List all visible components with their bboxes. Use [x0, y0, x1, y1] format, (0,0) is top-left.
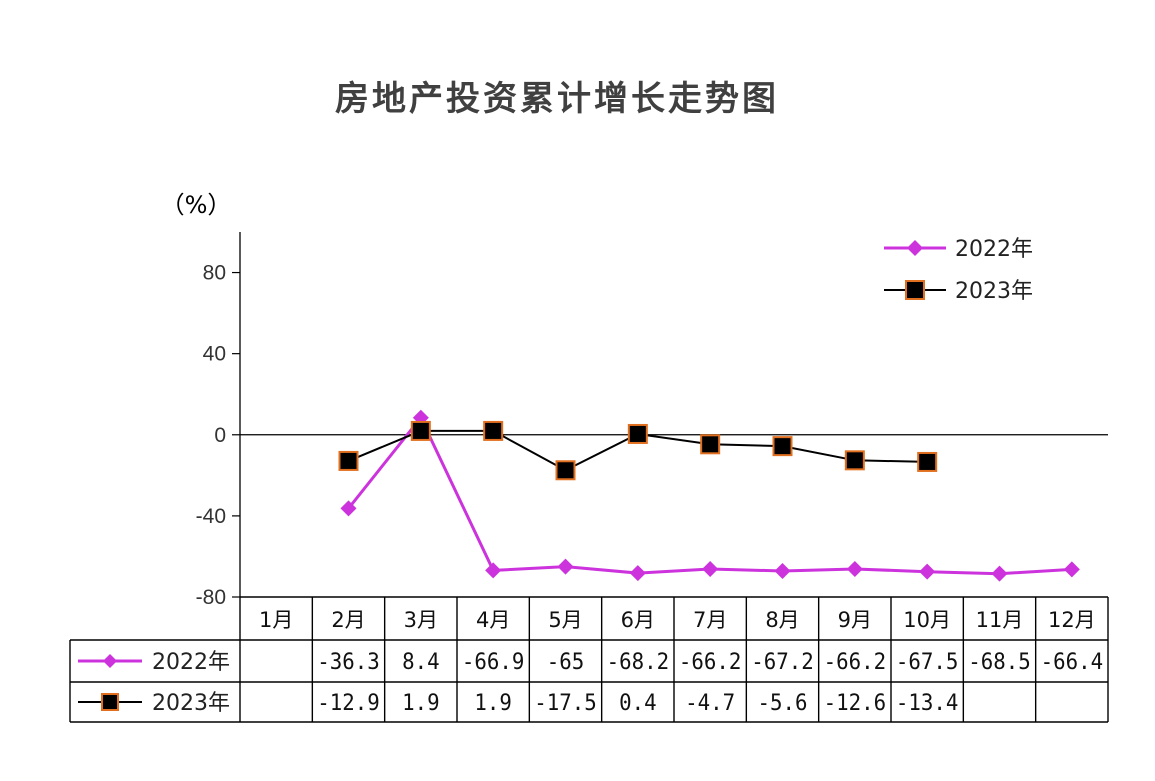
y-tick-label: 80	[203, 262, 226, 285]
data-label: -12.6	[824, 691, 887, 716]
legend-label: 2023年	[955, 279, 1033, 304]
chart-title: 房地产投资累计增长走势图	[335, 79, 779, 119]
data-point-2023	[627, 423, 648, 444]
data-label: -17.5	[534, 691, 597, 716]
y-tick-label: 40	[203, 343, 226, 366]
data-point-2022	[702, 561, 719, 578]
data-label: -65	[547, 650, 585, 675]
data-label: 1.9	[402, 691, 440, 716]
y-tick-label: -80	[196, 586, 226, 609]
x-category-label: 10月	[903, 608, 951, 632]
data-point-2023	[917, 451, 938, 472]
data-point-2022	[340, 500, 357, 517]
data-label: -67.5	[896, 650, 959, 675]
data-label: 8.4	[402, 650, 440, 675]
data-point-2022	[557, 558, 574, 575]
data-point-2023	[555, 460, 576, 481]
legend-marker	[907, 240, 923, 256]
table-row-label: 2023年	[152, 691, 230, 716]
data-label: -13.4	[896, 691, 959, 716]
x-category-label: 6月	[621, 608, 655, 632]
data-label: -67.2	[751, 650, 814, 675]
data-point-2023	[338, 450, 359, 471]
data-label: -36.3	[317, 650, 380, 675]
data-point-2022	[846, 561, 863, 578]
y-axis-unit-label: （%）	[161, 191, 232, 219]
x-category-label: 4月	[476, 608, 510, 632]
data-label: -4.7	[685, 691, 735, 716]
x-category-label: 2月	[331, 608, 365, 632]
data-point-2022	[919, 563, 936, 580]
data-label: -12.9	[317, 691, 380, 716]
data-table: 1月 2月 3月 4月 5月 6月 7月 8月 9月 10月 11月 12月 2022年 -36.3 8.4…	[69, 596, 1109, 723]
data-point-2022	[991, 565, 1008, 582]
data-point-2022	[629, 565, 646, 582]
data-label: -66.9	[462, 650, 525, 675]
legend: 2022年 2023年	[884, 237, 1033, 304]
data-point-2022	[774, 563, 791, 580]
data-label: -68.2	[607, 650, 670, 675]
x-category-label: 1月	[259, 608, 293, 632]
data-point-2023	[410, 420, 431, 441]
y-tick-label: -40	[196, 505, 226, 528]
x-category-label: 7月	[693, 608, 727, 632]
x-category-label: 11月	[976, 608, 1024, 632]
table-key-marker	[101, 693, 119, 711]
x-category-label: 9月	[838, 608, 872, 632]
data-point-2022	[1063, 561, 1080, 578]
data-point-2023	[772, 436, 793, 457]
data-point-2022	[485, 562, 502, 579]
legend-marker	[905, 280, 925, 300]
data-point-2023	[844, 450, 865, 471]
table-row-label: 2022年	[152, 650, 230, 675]
table-key-marker	[103, 654, 117, 668]
x-category-label: 8月	[765, 608, 799, 632]
data-label: -66.4	[1041, 650, 1104, 675]
data-label: -66.2	[679, 650, 742, 675]
plot-area: 80 40 0 -40 -80	[196, 232, 1108, 609]
data-label: 1.9	[474, 691, 512, 716]
y-tick-label: 0	[214, 424, 226, 447]
data-label: -68.5	[968, 650, 1031, 675]
data-label: -66.2	[824, 650, 887, 675]
data-point-2023	[483, 420, 504, 441]
x-category-label: 5月	[548, 608, 582, 632]
data-label: 0.4	[619, 691, 657, 716]
x-category-label: 3月	[404, 608, 438, 632]
data-label: -5.6	[758, 691, 808, 716]
x-category-label: 12月	[1048, 608, 1096, 632]
data-point-2023	[700, 434, 721, 455]
legend-label: 2022年	[955, 237, 1033, 262]
